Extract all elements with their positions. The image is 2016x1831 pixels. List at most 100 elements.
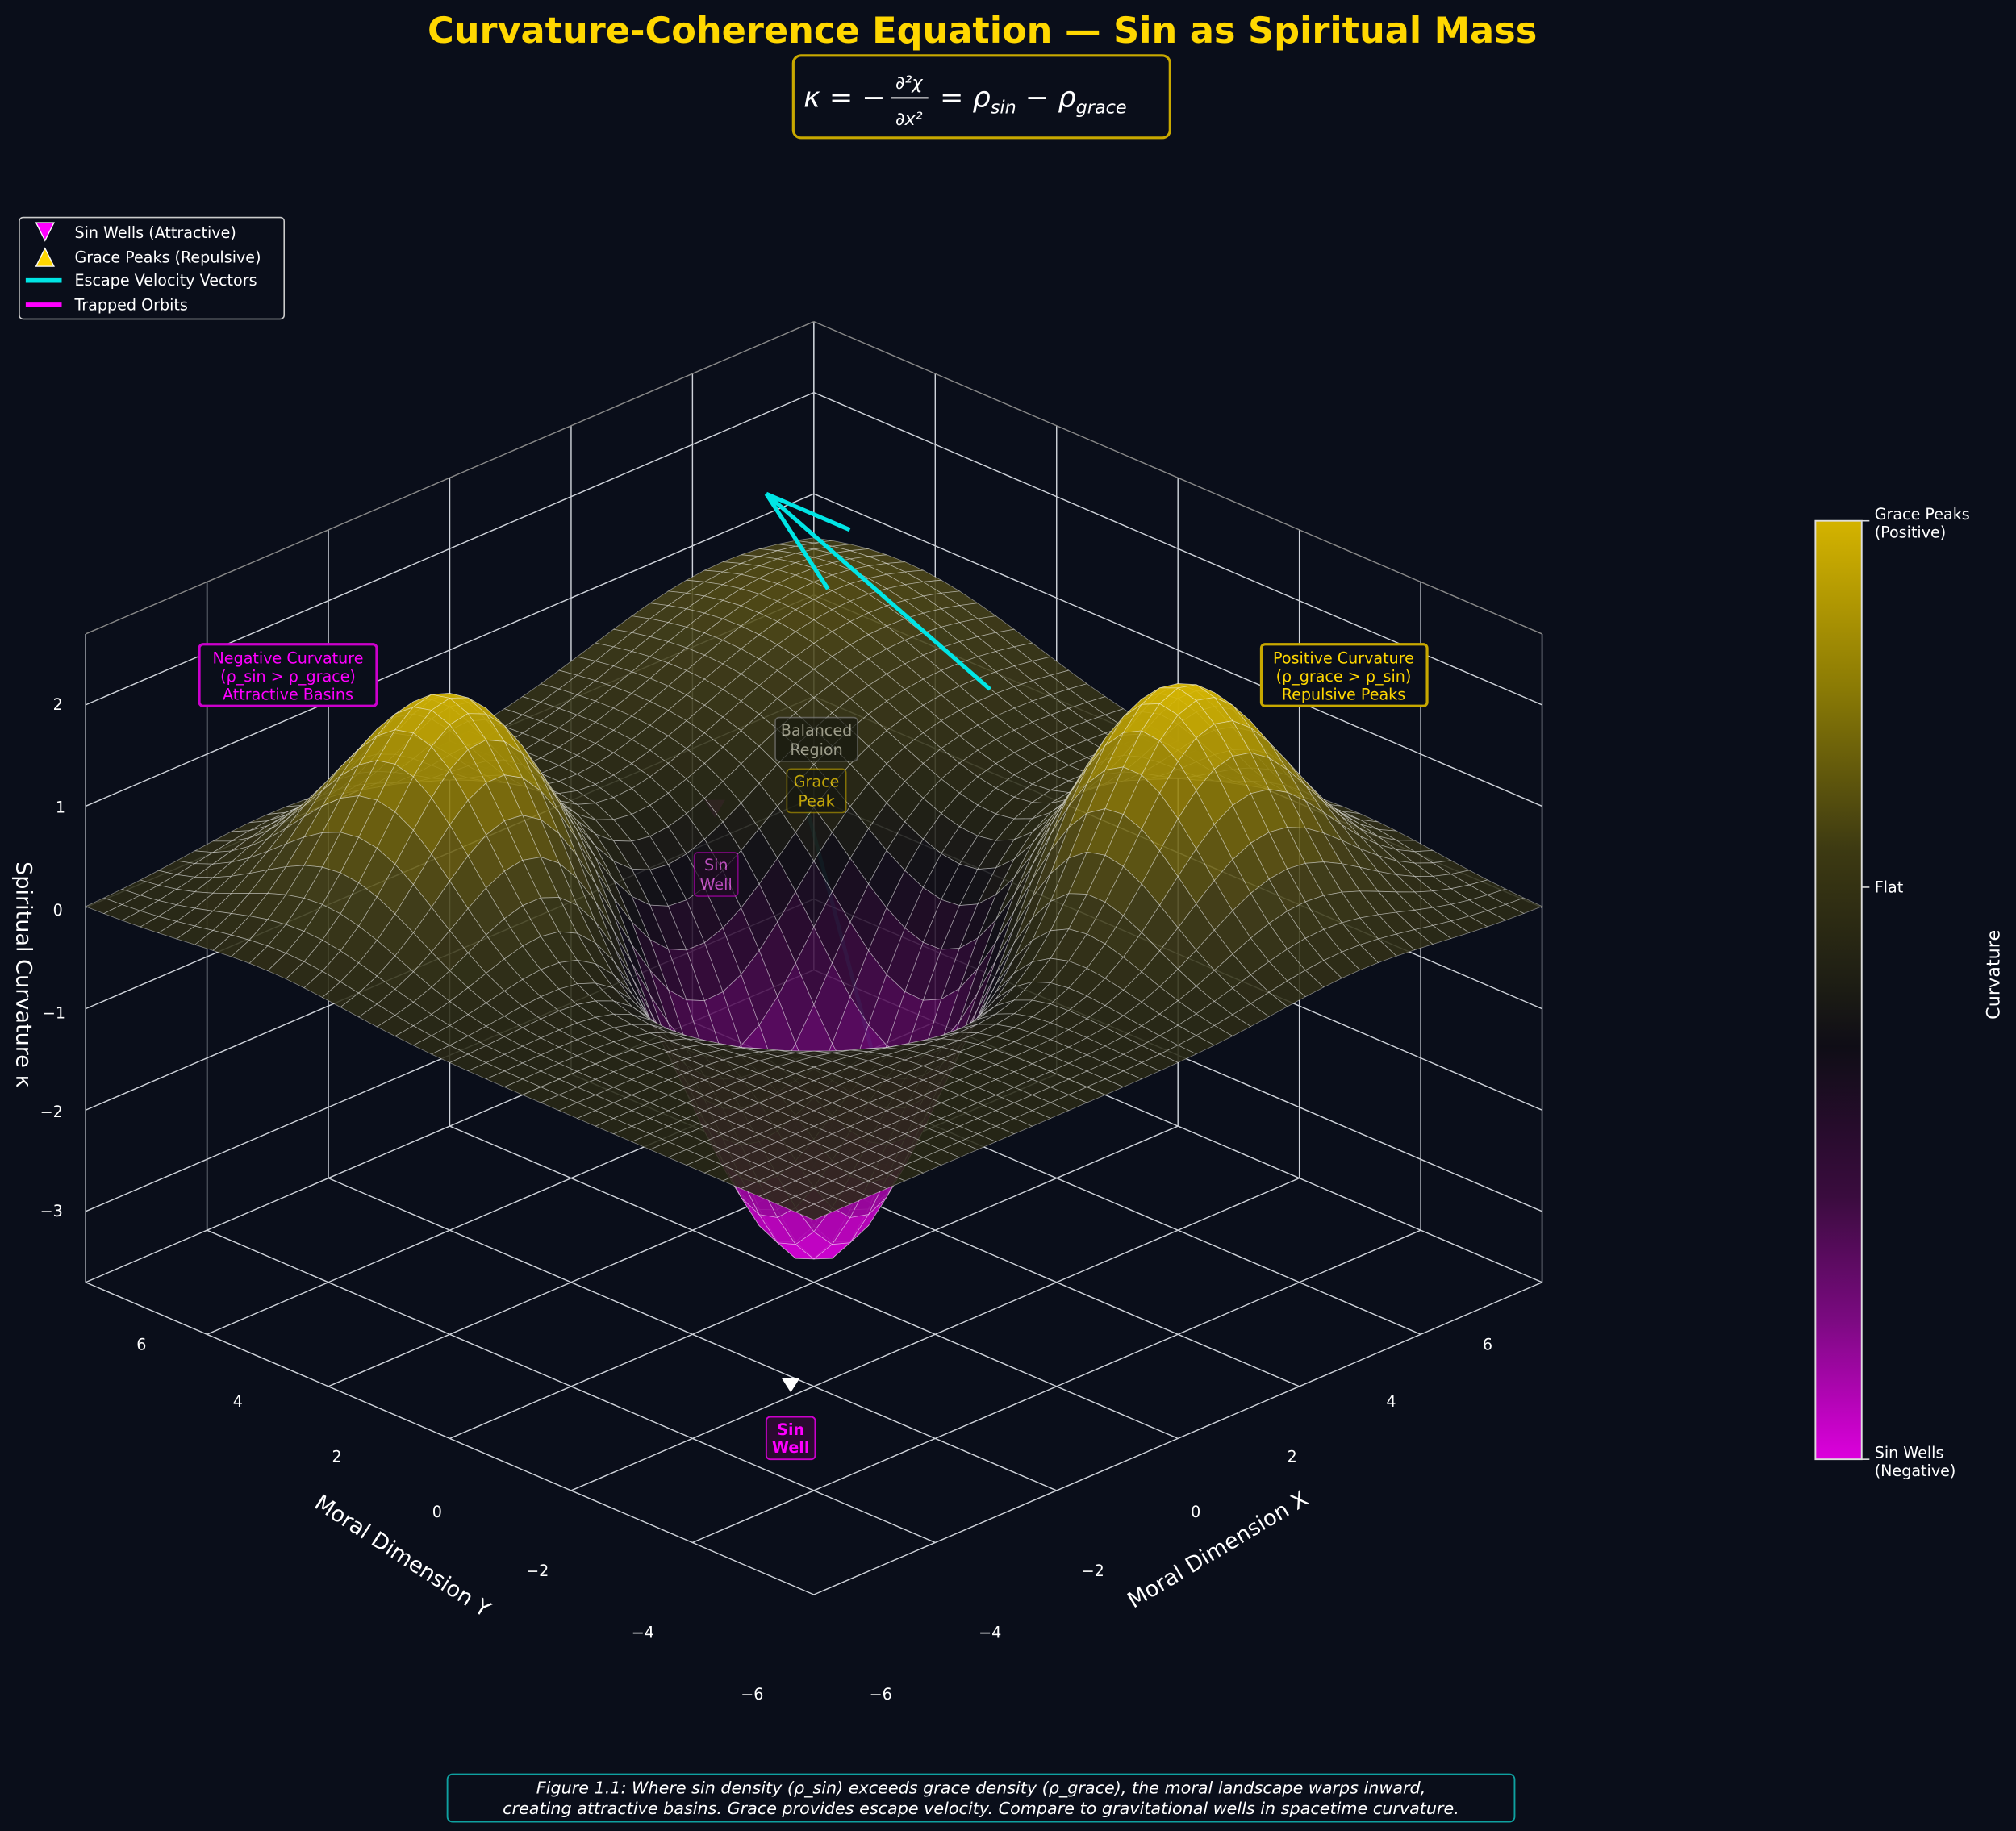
surface-facet — [194, 875, 232, 894]
surface-facet — [813, 961, 851, 1045]
surface-facet — [958, 867, 997, 907]
surface-facet — [558, 896, 596, 944]
surface-facet — [139, 870, 178, 886]
surface-facet — [832, 857, 870, 923]
surface-facet — [1450, 884, 1488, 901]
surface-facet — [758, 1066, 797, 1082]
surface-facet — [686, 612, 724, 634]
surface-facet — [813, 609, 851, 632]
colorbar-bottom-label: Sin Wells (Negative) — [1875, 1444, 1956, 1480]
surface-facet — [867, 648, 906, 675]
positive-curvature-annotation: Positive Curvature (ρ_grace > ρ_sin) Repul… — [1259, 643, 1429, 707]
balanced-region-annotation: Balanced Region — [774, 716, 858, 762]
surface-facet — [721, 1110, 761, 1127]
surface-facet — [812, 1195, 851, 1213]
surface-facet — [1268, 949, 1306, 982]
surface-facet — [631, 1133, 670, 1150]
surface-facet — [777, 545, 814, 554]
surface-facet — [1396, 929, 1434, 951]
surface-facet — [758, 1188, 797, 1205]
svg-text:Sin Wells (Attractive): Sin Wells (Attractive) — [74, 223, 236, 242]
legend-item-sin-wells: Sin Wells (Attractive) — [35, 222, 236, 242]
surface-facet — [576, 1095, 615, 1112]
surface-facet — [612, 1049, 651, 1066]
surface-facet — [758, 1141, 797, 1158]
surface-facet — [958, 701, 997, 726]
surface-facet — [867, 730, 906, 765]
surface-facet — [977, 787, 1015, 815]
surface-facet — [1287, 862, 1325, 903]
x-tick-label: 2 — [1288, 1447, 1297, 1466]
surface-facet — [849, 658, 887, 686]
surface-facet — [849, 949, 887, 1026]
surface-facet — [1141, 687, 1179, 705]
surface-facet — [540, 765, 578, 782]
surface-facet — [467, 1025, 506, 1046]
surface — [85, 537, 1543, 1260]
surface-facet — [795, 599, 833, 621]
y-tick-label: −4 — [632, 1624, 654, 1642]
svg-text:Grace Peaks (Repulsive): Grace Peaks (Repulsive) — [74, 248, 261, 266]
surface-facet — [1341, 816, 1379, 845]
surface-facet — [867, 625, 906, 649]
surface-facet — [412, 853, 450, 908]
surface-facet — [1195, 1024, 1233, 1046]
surface-facet — [612, 1110, 651, 1127]
surface-facet — [1086, 1062, 1125, 1080]
svg-text:Figure 1.1: Where sin density: Figure 1.1: Where sin density (ρ_sin) ex… — [503, 1779, 1459, 1819]
surface-facet — [449, 987, 487, 1016]
equation-box: κ = − ∂²χ ∂x² = ρsin − ρgrace — [791, 54, 1171, 140]
surface-facet — [595, 1056, 633, 1073]
hidden-sin-well-annotation: Sin Well — [693, 852, 739, 897]
x-tick-label: 6 — [1483, 1336, 1492, 1354]
surface-facet — [631, 701, 669, 726]
z-tick-label: −2 — [40, 1103, 63, 1121]
surface-facet — [1450, 870, 1488, 886]
surface-facet — [831, 1141, 870, 1158]
surface-facet — [521, 996, 560, 1020]
hidden-labels: Balanced Region Grace Peak Sin Well — [693, 716, 858, 897]
surface-facet — [1031, 790, 1070, 804]
surface-facet — [212, 837, 250, 853]
surface-facet — [740, 578, 778, 594]
legend: Sin Wells (Attractive) Grace Peaks (Repu… — [19, 216, 286, 320]
surface-facet — [175, 863, 215, 878]
surface-facet — [521, 1087, 560, 1103]
svg-text:Trapped Orbits: Trapped Orbits — [73, 295, 187, 314]
surface-facet — [194, 911, 232, 931]
surface-facet — [741, 1197, 778, 1244]
surface-facet — [813, 890, 851, 964]
grace-peak-label: Grace Peak — [794, 773, 840, 811]
surface-facet — [412, 1035, 451, 1055]
surface-facet — [449, 1035, 487, 1055]
surface-facet — [867, 1172, 906, 1190]
surface-facet — [1104, 1070, 1143, 1088]
y-axis-label: Moral Dimension Y — [310, 1491, 495, 1623]
surface-facet — [958, 1057, 997, 1073]
surface-facet — [1086, 901, 1124, 945]
surface-facet — [121, 879, 160, 896]
surface-facet — [485, 1070, 524, 1088]
surface-facet — [831, 1188, 870, 1205]
surface-facet — [412, 694, 451, 711]
gridline — [85, 493, 815, 807]
surface-facet — [1013, 721, 1052, 744]
y-tick-label: −2 — [526, 1562, 549, 1580]
surface-facet — [1013, 1110, 1052, 1127]
surface-facet — [722, 648, 760, 675]
surface-facet — [230, 939, 269, 964]
y-tick-label: 4 — [233, 1392, 243, 1411]
surface-facet — [795, 1203, 833, 1220]
surface-facet — [958, 776, 997, 806]
surface-facet — [703, 1165, 742, 1182]
surface-facet — [139, 916, 177, 934]
surface-facet — [467, 739, 505, 784]
surface-facet — [412, 745, 450, 799]
surface-facet — [612, 632, 651, 652]
surface-facet — [776, 1073, 815, 1089]
surface-facet — [1196, 697, 1233, 724]
surface-facet — [1068, 894, 1106, 935]
surface-facet — [231, 830, 269, 852]
surface-facet — [285, 961, 323, 989]
surface-facet — [667, 748, 705, 780]
